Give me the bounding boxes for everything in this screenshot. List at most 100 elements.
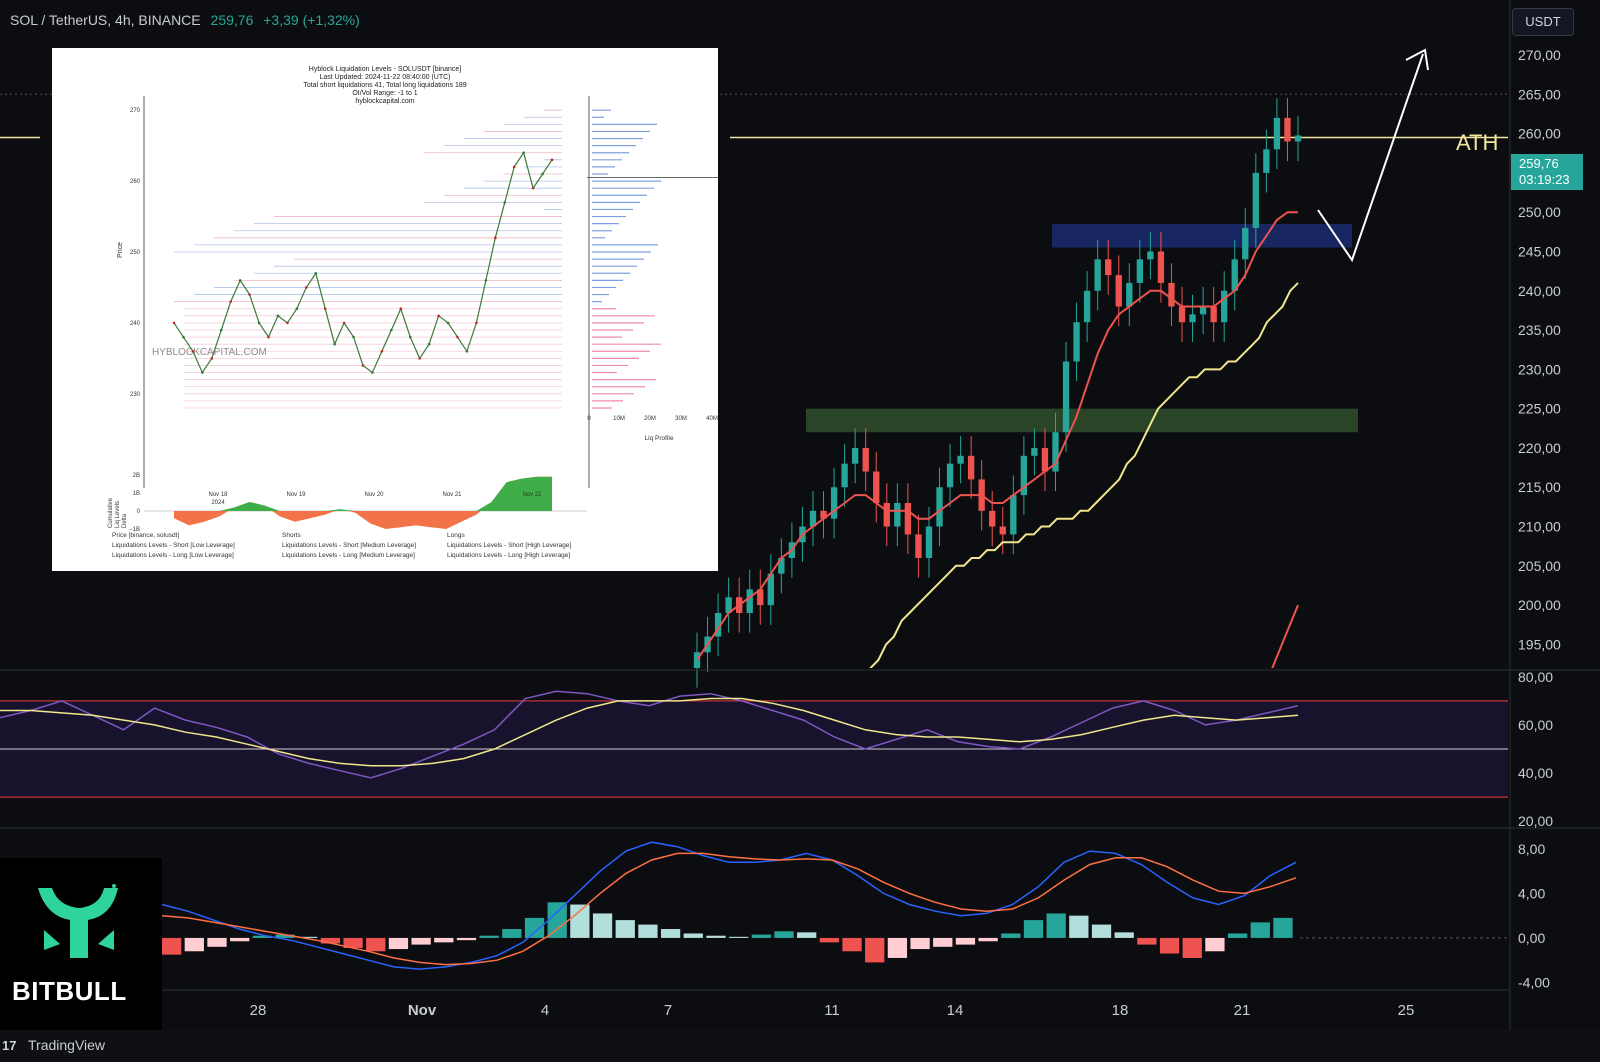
inset-price-marker (456, 335, 459, 339)
legend-item: Liquidations Levels - Short [Low Leverag… (112, 542, 235, 549)
inset-price-marker (390, 328, 393, 332)
time-tick-label: 18 (1112, 1002, 1129, 1019)
macd-histogram-bar (252, 935, 272, 938)
price-tick-label: 230,00 (1518, 361, 1561, 377)
symbol-header: SOL / TetherUS, 4h, BINANCE 259,76 +3,39… (10, 12, 360, 28)
inset-date-tick: Nov 21 (442, 492, 462, 498)
inset-price-marker (446, 321, 450, 325)
inset-date-tick: Nov 18 (208, 492, 228, 498)
candle (1210, 306, 1217, 323)
inset-price-marker (475, 321, 478, 325)
legend-item: Liquidations Levels - Short [Medium Leve… (282, 542, 417, 549)
inset-delta-area (174, 476, 552, 529)
legend-item: Shorts (282, 532, 301, 539)
inset-price-marker (201, 371, 204, 374)
inset-price-marker (267, 335, 270, 339)
inset-price-marker (352, 335, 355, 339)
candle (1273, 117, 1281, 150)
inset-profile-tick: 10M (613, 416, 625, 422)
inset-price-marker (522, 151, 525, 155)
ema-fast-line (696, 211, 1298, 661)
macd-histogram-bar (933, 937, 953, 947)
inset-price-marker (238, 279, 242, 282)
macd-tick-label: -4,00 (1518, 974, 1550, 990)
inset-profile-tick: 20M (644, 416, 656, 422)
price-tick-label: 200,00 (1518, 597, 1561, 613)
candle (936, 487, 943, 527)
price-tick-label: 215,00 (1518, 479, 1561, 495)
inset-ylabel: Price (117, 242, 124, 258)
logo-text: BITBULL (12, 976, 127, 1006)
symbol-title[interactable]: SOL / TetherUS, 4h, BINANCE (10, 12, 201, 28)
inset-price-tick: 230 (130, 392, 141, 398)
candle (714, 612, 722, 637)
inset-date-tick: Nov 20 (364, 492, 384, 498)
inset-price-marker (371, 371, 374, 374)
legend-item: Liquidations Levels - Long [Medium Lever… (282, 552, 415, 559)
inset-price-marker (437, 314, 440, 318)
rsi-signal-line (0, 697, 1299, 767)
bitbull-logo: BITBULL (0, 858, 162, 1030)
candle (1073, 322, 1080, 362)
macd-histogram-bar (524, 917, 545, 938)
legend-item: Price [binance, solusdt] (112, 532, 180, 539)
candle (873, 471, 880, 503)
inset-price-marker (361, 364, 365, 367)
candle (989, 510, 996, 527)
inset-title-line: Total short liquidations 41, Total long … (303, 82, 467, 89)
macd-histogram-bar (411, 937, 431, 945)
inset-title: Hyblock Liquidation Levels - SOLUSDT [bi… (52, 66, 718, 106)
candle (925, 526, 933, 558)
candle (757, 589, 764, 606)
macd-histogram-bar (819, 937, 839, 943)
inset-price-tick: 260 (130, 179, 141, 185)
ema-long-line (1271, 604, 1299, 668)
macd-histogram-bar (320, 937, 341, 944)
macd-histogram-bar (1159, 937, 1180, 954)
macd-histogram-bar (660, 929, 681, 938)
inset-price-marker (172, 321, 176, 325)
currency-button[interactable]: USDT (1512, 8, 1574, 36)
price-tick-label: 235,00 (1518, 322, 1561, 338)
candle (1062, 361, 1070, 433)
inset-title-line: Hyblock Liquidation Levels - SOLUSDT [bi… (308, 66, 462, 73)
legend-item: Liquidations Levels - Short [High Levera… (447, 542, 572, 549)
rsi-tick-label: 80,00 (1518, 669, 1553, 685)
price-tick-label: 265,00 (1518, 86, 1561, 102)
macd-histogram-bar (797, 932, 817, 938)
candle (1094, 259, 1101, 291)
tradingview-brand[interactable]: TradingView (28, 1037, 106, 1053)
candle (883, 502, 890, 527)
macd-histogram-bar (1137, 937, 1157, 945)
inset-profile-tick: 30M (675, 416, 687, 422)
price-tick-label: 240,00 (1518, 283, 1561, 299)
inset-price-marker (229, 300, 232, 303)
inset-price-marker (323, 307, 327, 311)
inset-delta-ylabel: Liq Levels (115, 501, 121, 528)
bull-head-icon (38, 884, 118, 958)
macd-histogram-bar (184, 937, 204, 952)
macd-histogram-bar (1227, 933, 1248, 938)
projection-path (1317, 53, 1424, 263)
tradingview-logo-icon[interactable]: 17 (2, 1038, 17, 1053)
candle (957, 455, 964, 464)
macd-histogram-bar (1091, 924, 1112, 938)
candle (946, 463, 954, 488)
candle (1083, 290, 1091, 323)
ema-group (696, 211, 1299, 668)
inset-profile-label: Liq Profile (645, 435, 674, 442)
macd-histogram-bar (434, 937, 454, 943)
candle (693, 652, 701, 668)
price-change: +3,39 (+1,32%) (263, 12, 360, 28)
inset-price-tick: 270 (130, 108, 141, 114)
candle (999, 526, 1006, 535)
inset-date-tick: Nov 22 (522, 492, 542, 498)
candle (1136, 259, 1144, 283)
price-tag-value: 259,76 (1519, 156, 1559, 171)
candle (746, 589, 753, 613)
candle (1199, 306, 1207, 315)
inset-price-marker (380, 349, 384, 353)
